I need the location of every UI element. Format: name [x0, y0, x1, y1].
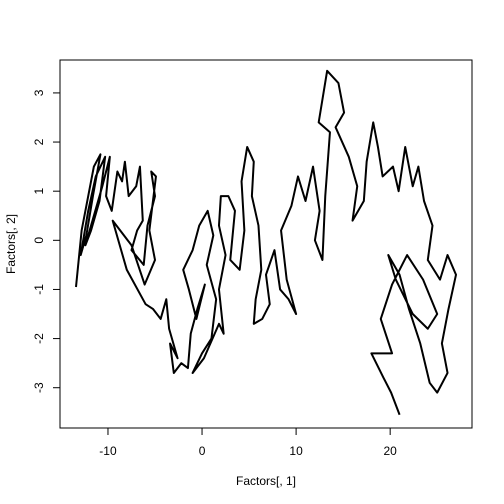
x-axis-label: Factors[, 1]	[236, 474, 296, 488]
x-tick-label: 0	[199, 444, 206, 458]
y-tick-label: 2	[32, 138, 46, 145]
x-tick-label: 20	[383, 444, 397, 458]
y-tick-label: -2	[32, 333, 46, 344]
x-tick-label: 10	[289, 444, 303, 458]
y-tick-label: 0	[32, 237, 46, 244]
data-line	[74, 69, 458, 416]
y-tick-label: 1	[32, 188, 46, 195]
x-tick-label: -10	[99, 444, 117, 458]
y-tick-label: -1	[32, 284, 46, 295]
y-tick-label: 3	[32, 89, 46, 96]
y-axis-label: Factors[, 2]	[4, 214, 18, 274]
y-tick-label: -3	[32, 382, 46, 393]
plot-box	[59, 59, 473, 429]
